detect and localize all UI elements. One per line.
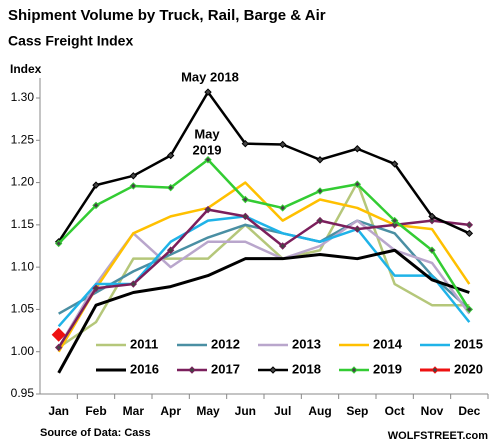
series-marker [390,221,399,229]
series-marker [390,216,399,225]
legend-item: 2016 [96,361,159,376]
y-tick-label: 1.10 [11,259,35,273]
series-marker [465,305,474,314]
series-marker [92,201,100,210]
legend-item: 2018 [258,361,321,376]
legend-label: 2013 [292,336,321,351]
y-tick-label: 1.00 [11,344,35,358]
series-marker [428,216,436,225]
x-tick-label: Oct [385,404,405,418]
series-marker [166,246,175,254]
legend-item: 2015 [420,336,483,351]
legend-marker [350,366,358,374]
series-line [57,181,470,349]
series-marker [92,284,100,292]
source: Source of Data: Cass [40,427,151,439]
y-tick-label: 1.25 [11,132,35,146]
series-marker [428,246,436,254]
series-line [57,90,470,243]
series-marker [353,180,362,188]
series-marker [204,88,212,96]
legend-label: 2019 [373,361,402,376]
legend-label: 2011 [130,336,158,351]
chart-title: Shipment Volume by Truck, Rail, Barge & … [8,7,326,24]
x-tick-label: Jan [48,404,69,418]
y-tick-label: 1.30 [11,90,35,104]
legend-label: 2014 [373,336,403,351]
watermark: WOLFSTREET.com [388,430,488,442]
y-tick-label: 1.05 [11,302,35,316]
series-marker [278,140,287,149]
x-tick-label: Aug [308,404,331,418]
series-marker [129,280,138,288]
legend-label: 2015 [454,336,483,351]
y-tick-label: 1.20 [11,175,35,189]
series-marker [166,151,175,160]
annotation: May 2018 [181,69,239,84]
x-tick-label: Jun [235,404,256,418]
y-tick-label: 1.15 [11,217,35,231]
legend-label: 2020 [454,361,483,376]
legend-item: 2017 [177,361,240,376]
legend-marker [269,366,277,374]
series-line [58,219,471,315]
series-marker [51,327,66,342]
legend-item: 2012 [177,336,240,351]
series-marker [129,182,138,190]
x-tick-label: Nov [421,404,444,418]
series-marker [241,212,250,221]
legend-item: 2013 [258,336,321,351]
x-tick-label: May [196,404,220,418]
series-marker [92,181,100,189]
series-marker [316,216,324,225]
series-marker [241,195,250,204]
y-tick-label: 0.95 [11,386,35,400]
x-tick-label: Sep [346,404,368,418]
series-marker [129,172,138,180]
legend-marker [188,366,196,374]
legend-label: 2018 [292,361,321,376]
legend-marker [431,366,439,374]
series-marker [278,204,287,212]
x-tick-label: Jul [274,404,291,418]
series-marker [166,183,175,192]
y-axis-label: Index [10,62,42,76]
series-marker [316,156,324,164]
x-tick-label: Mar [123,404,145,418]
series-line [57,215,471,328]
series-line [57,181,471,353]
series-marker [54,239,63,248]
x-tick-label: Feb [85,404,106,418]
annotation: May [194,126,220,141]
series-marker [204,156,212,164]
series-marker [316,187,324,195]
series-marker [278,242,287,250]
legend-label: 2012 [211,336,240,351]
series-marker [428,212,436,221]
series-marker [204,205,212,214]
series-marker [54,343,63,352]
legend-label: 2016 [130,361,159,376]
annotation: 2019 [193,142,222,157]
series-marker [353,225,362,233]
series-marker [241,139,250,148]
legend-item: 2011 [96,336,158,351]
series-line [57,158,471,311]
series-marker [353,145,362,153]
chart-subtitle: Cass Freight Index [8,33,133,49]
legend-item: 2019 [339,361,402,376]
x-tick-label: Dec [458,404,480,418]
series-marker [465,229,474,238]
series-line [57,248,470,374]
series-marker [465,221,474,229]
series-marker [390,160,399,168]
legend-item: 2020 [420,361,483,376]
legend-label: 2017 [211,361,240,376]
legend-item: 2014 [339,336,403,351]
x-tick-label: Apr [160,404,181,418]
